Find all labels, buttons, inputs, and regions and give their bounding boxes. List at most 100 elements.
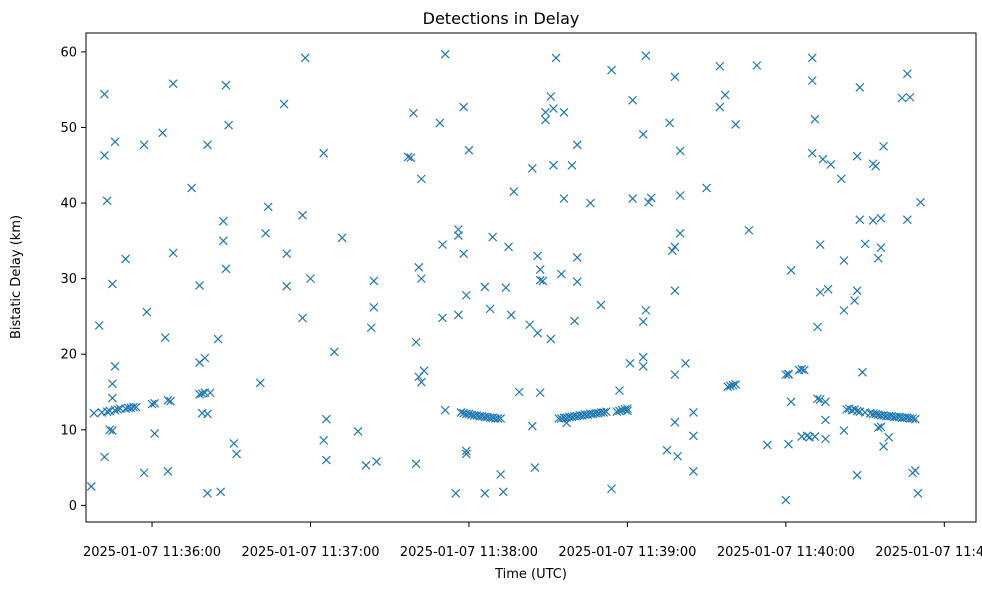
x-tick-label: 2025-01-07 11:38:00 <box>400 545 538 560</box>
data-point <box>879 441 888 451</box>
data-point <box>279 99 289 109</box>
data-point <box>203 488 212 498</box>
data-point <box>902 215 912 225</box>
data-point <box>839 256 849 265</box>
data-point <box>535 265 545 274</box>
data-point <box>720 90 730 100</box>
data-point <box>731 380 741 389</box>
data-point <box>638 361 648 371</box>
data-point <box>216 487 226 497</box>
data-point <box>873 423 883 432</box>
data-point <box>813 322 822 332</box>
data-point <box>688 407 698 417</box>
data-point <box>163 395 173 405</box>
data-point <box>203 409 212 419</box>
data-point <box>102 407 112 417</box>
data-point <box>150 398 160 408</box>
chart-title: Detections in Delay <box>423 9 580 28</box>
data-point <box>369 302 379 312</box>
data-point <box>282 281 292 291</box>
data-point <box>541 115 550 125</box>
data-point <box>813 394 822 404</box>
data-point <box>139 140 149 150</box>
data-point <box>541 107 550 117</box>
data-point <box>908 414 918 423</box>
data-point <box>105 425 115 435</box>
data-point <box>166 396 175 406</box>
data-point <box>533 251 543 261</box>
data-point <box>409 108 418 118</box>
data-point <box>89 408 99 418</box>
data-point <box>612 407 622 417</box>
data-point <box>100 452 109 462</box>
x-axis: 2025-01-07 11:36:00 2025-01-07 11:37:00 20… <box>83 522 982 560</box>
data-point <box>509 187 519 197</box>
data-point <box>725 381 735 391</box>
data-point <box>762 440 772 450</box>
data-point <box>168 248 178 258</box>
data-point <box>229 438 239 448</box>
data-point <box>786 265 796 275</box>
data-point <box>644 197 653 207</box>
data-point <box>321 414 331 424</box>
data-point <box>913 488 923 498</box>
data-point <box>319 148 329 158</box>
data-point <box>551 53 561 63</box>
data-point <box>527 421 537 431</box>
data-point <box>599 407 609 417</box>
data-point <box>538 276 548 286</box>
data-point <box>826 160 836 169</box>
data-point <box>298 313 307 323</box>
data-point <box>559 107 569 117</box>
data-point <box>876 243 886 253</box>
data-point <box>715 61 725 71</box>
data-point <box>461 290 471 300</box>
data-point <box>110 405 120 415</box>
data-point <box>107 393 117 403</box>
data-point <box>731 120 741 129</box>
data-point <box>601 407 611 417</box>
data-point <box>195 281 204 290</box>
data-point <box>298 210 307 220</box>
data-point <box>786 397 796 407</box>
data-point <box>556 269 566 279</box>
data-point <box>440 49 450 59</box>
data-point <box>168 79 178 89</box>
data-point <box>187 183 197 193</box>
data-point <box>530 463 540 473</box>
data-point <box>197 389 207 398</box>
data-point <box>818 154 828 164</box>
data-point <box>567 160 577 170</box>
data-point <box>858 367 867 377</box>
data-point <box>224 120 234 130</box>
data-point <box>319 435 329 445</box>
x-tick-label: 2025-01-07 11:40:00 <box>717 545 855 560</box>
axes-frame <box>85 32 977 523</box>
data-point <box>461 446 471 456</box>
data-point <box>406 153 416 163</box>
data-point <box>337 233 347 243</box>
data-point <box>876 422 886 432</box>
data-point <box>815 395 825 404</box>
data-point <box>852 151 862 161</box>
data-point <box>493 414 503 423</box>
data-point <box>799 365 809 375</box>
data-point <box>525 320 535 330</box>
data-point <box>876 213 886 223</box>
data-point <box>121 254 131 264</box>
data-point <box>451 488 461 498</box>
y-axis: 0 10 20 30 40 50 60 <box>60 45 86 514</box>
data-point <box>203 140 212 150</box>
data-point <box>213 334 223 344</box>
data-point <box>744 225 754 235</box>
data-point <box>855 82 865 92</box>
data-point <box>459 102 469 112</box>
data-point <box>607 65 616 75</box>
data-point <box>107 379 117 389</box>
y-axis-label: Bistatic Delay (km) <box>9 215 24 339</box>
data-point <box>306 274 315 284</box>
marker-layer <box>86 49 925 505</box>
data-point <box>821 415 830 425</box>
data-point <box>461 449 471 459</box>
data-point <box>916 197 925 207</box>
